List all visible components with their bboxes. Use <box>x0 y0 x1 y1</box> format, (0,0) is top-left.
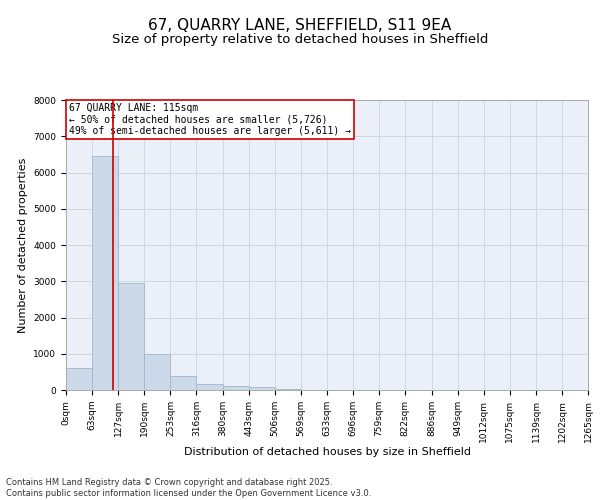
Bar <box>145 354 170 390</box>
X-axis label: Distribution of detached houses by size in Sheffield: Distribution of detached houses by size … <box>184 448 470 458</box>
Bar <box>223 386 249 390</box>
Bar <box>118 283 145 390</box>
Text: 67, QUARRY LANE, SHEFFIELD, S11 9EA: 67, QUARRY LANE, SHEFFIELD, S11 9EA <box>148 18 452 32</box>
Text: Size of property relative to detached houses in Sheffield: Size of property relative to detached ho… <box>112 32 488 46</box>
Text: 67 QUARRY LANE: 115sqm
← 50% of detached houses are smaller (5,726)
49% of semi-: 67 QUARRY LANE: 115sqm ← 50% of detached… <box>68 103 350 136</box>
Bar <box>66 368 92 390</box>
Bar <box>196 384 223 390</box>
Bar <box>249 387 275 390</box>
Bar <box>170 376 196 390</box>
Bar <box>92 156 118 390</box>
Text: Contains HM Land Registry data © Crown copyright and database right 2025.
Contai: Contains HM Land Registry data © Crown c… <box>6 478 371 498</box>
Y-axis label: Number of detached properties: Number of detached properties <box>18 158 28 332</box>
